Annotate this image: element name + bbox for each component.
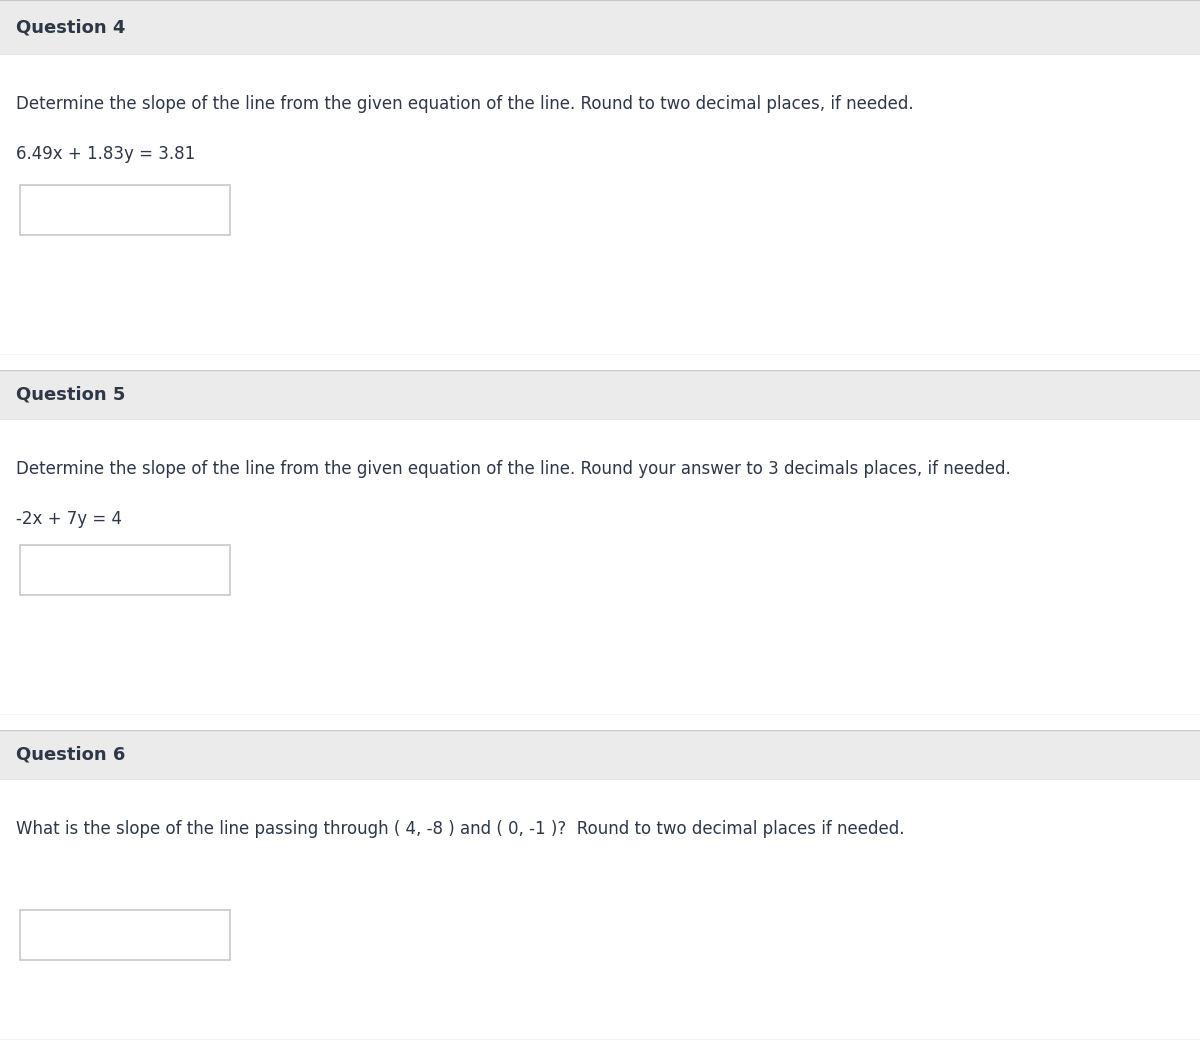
Text: -2x + 7y = 4: -2x + 7y = 4 [16, 510, 121, 528]
FancyBboxPatch shape [20, 545, 230, 595]
Text: Determine the slope of the line from the given equation of the line. Round your : Determine the slope of the line from the… [16, 460, 1010, 478]
Text: Question 5: Question 5 [16, 386, 125, 404]
Text: Question 4: Question 4 [16, 19, 125, 36]
FancyBboxPatch shape [20, 185, 230, 235]
Text: Question 6: Question 6 [16, 746, 125, 764]
FancyBboxPatch shape [20, 910, 230, 960]
Text: Determine the slope of the line from the given equation of the line. Round to tw: Determine the slope of the line from the… [16, 95, 913, 113]
Text: What is the slope of the line passing through ( 4, -8 ) and ( 0, -1 )?  Round to: What is the slope of the line passing th… [16, 820, 904, 838]
Text: 6.49x + 1.83y = 3.81: 6.49x + 1.83y = 3.81 [16, 145, 194, 163]
